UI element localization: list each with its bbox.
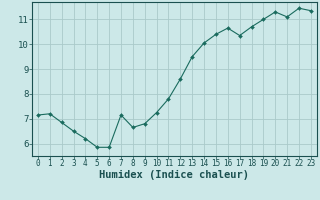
X-axis label: Humidex (Indice chaleur): Humidex (Indice chaleur)	[100, 170, 249, 180]
